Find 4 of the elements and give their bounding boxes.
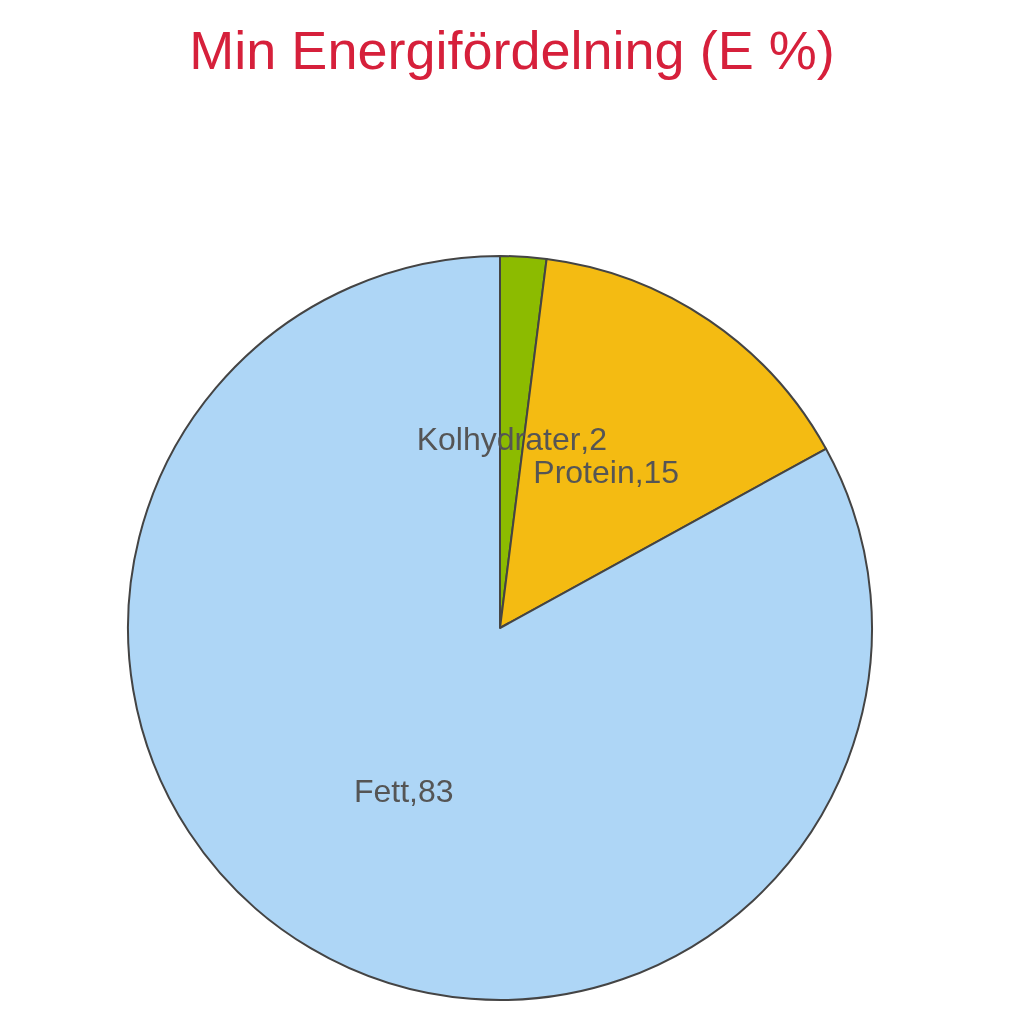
data-label: ,15 [634, 453, 680, 490]
data-label: ,83 [409, 772, 454, 809]
slice-label: Fett [353, 772, 410, 809]
chart-title: Min Energifördelning (E %) [189, 20, 835, 80]
